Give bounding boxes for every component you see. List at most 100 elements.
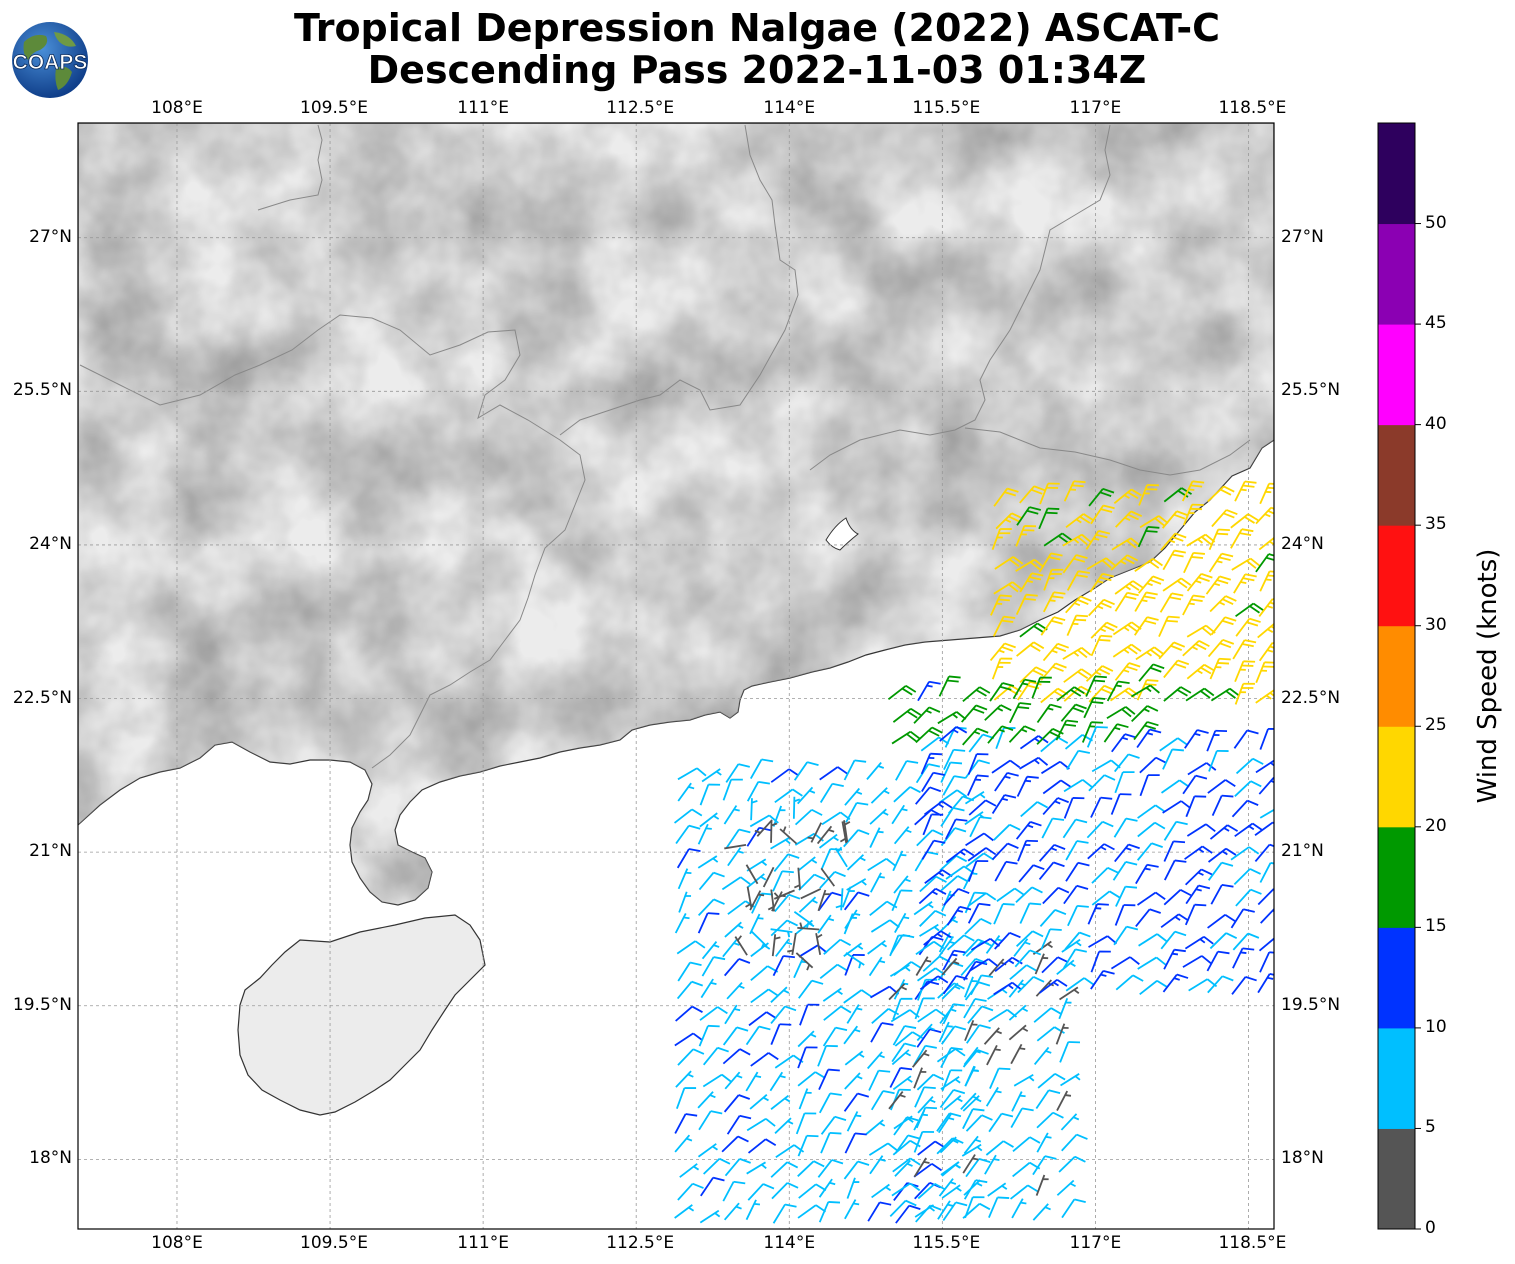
- wind-barb: [1183, 503, 1204, 526]
- wind-barb: [1016, 775, 1039, 797]
- wind-barb: [772, 955, 795, 977]
- wind-barb: [1162, 973, 1189, 993]
- lon-tick-label-bottom: 111°E: [457, 1233, 509, 1253]
- wind-barb: [943, 1094, 963, 1111]
- wind-barb: [919, 923, 940, 937]
- wind-barb: [913, 1067, 927, 1089]
- wind-barb: [1135, 646, 1165, 661]
- wind-barb: [846, 1111, 862, 1132]
- wind-barb: [699, 812, 720, 828]
- globe-icon: COAPS: [10, 20, 90, 100]
- wind-barb: [769, 1071, 786, 1092]
- wind-barb: [807, 822, 823, 843]
- wind-barb: [867, 857, 897, 872]
- wind-barb: [1139, 515, 1169, 529]
- wind-barb: [1135, 908, 1161, 928]
- wind-barb: [749, 1093, 769, 1110]
- wind-barb: [964, 918, 992, 935]
- wind-barb: [946, 934, 975, 951]
- wind-barb: [917, 1008, 946, 1023]
- wind-barb: [1136, 842, 1163, 861]
- wind-barb: [1138, 484, 1159, 506]
- wind-barb: [675, 1005, 703, 1022]
- wind-barb: [889, 1199, 917, 1218]
- wind-barb: [1183, 551, 1205, 574]
- wind-barb: [917, 1096, 936, 1114]
- wind-barb: [1110, 793, 1132, 815]
- wind-barb: [1038, 861, 1065, 881]
- wind-barb: [1230, 846, 1260, 861]
- wind-barb: [1090, 634, 1113, 657]
- wind-barb: [1066, 614, 1088, 636]
- wind-barb: [1036, 1111, 1064, 1129]
- wind-barb: [941, 1161, 961, 1177]
- wind-barb: [888, 1091, 906, 1110]
- wind-barb: [940, 761, 963, 783]
- wind-barb: [1015, 525, 1037, 547]
- wind-barb: [793, 867, 801, 890]
- colorbar-bin: [1378, 726, 1415, 828]
- wind-barb: [770, 1023, 792, 1045]
- wind-barb: [911, 1049, 930, 1068]
- wind-barb: [1062, 818, 1088, 839]
- wind-barb: [892, 1139, 921, 1156]
- wind-barb: [892, 850, 907, 872]
- wind-barb: [745, 864, 759, 885]
- wind-barb: [970, 974, 994, 996]
- wind-barb: [1207, 861, 1234, 881]
- wind-barb: [1162, 800, 1192, 814]
- lon-tick-label-bottom: 109.5°E: [300, 1233, 368, 1253]
- wind-barb: [964, 1196, 985, 1219]
- wind-barb: [702, 1073, 732, 1088]
- wind-barb: [843, 829, 870, 848]
- wind-barb: [1031, 676, 1052, 699]
- wind-barb: [1063, 797, 1085, 819]
- wind-barb: [992, 615, 1016, 637]
- wind-barb: [1106, 706, 1136, 720]
- plot-title-line2: Descending Pass 2022-11-03 01:34Z: [367, 48, 1147, 92]
- plot-title-line1: Tropical Depression Nalgae (2022) ASCAT-…: [293, 6, 1221, 50]
- wind-barb: [1059, 986, 1080, 1001]
- wind-barb: [703, 1157, 731, 1175]
- wind-barb: [1259, 808, 1274, 819]
- wind-barb: [1233, 729, 1259, 749]
- wind-barb: [745, 1071, 762, 1092]
- wind-barb: [1012, 678, 1037, 700]
- colorbar-bin: [1378, 424, 1415, 526]
- wind-barb: [677, 868, 692, 890]
- wind-barb: [1087, 843, 1115, 860]
- wind-barb: [1134, 557, 1163, 572]
- wind-barb: [1139, 979, 1168, 996]
- province-border: [257, 124, 1251, 476]
- wind-barb: [946, 905, 972, 926]
- wind-barb: [892, 707, 922, 723]
- wind-barb: [918, 887, 947, 905]
- wind-barb: [1039, 909, 1067, 927]
- wind-barb: [839, 821, 848, 844]
- wind-barb: [945, 848, 975, 864]
- wind-barb: [962, 938, 990, 957]
- wind-barb: [772, 870, 794, 892]
- wind-barb: [677, 961, 702, 982]
- wind-barb: [700, 978, 717, 999]
- wind-barb: [1008, 1004, 1029, 1021]
- wind-barb: [939, 1136, 959, 1154]
- wind-barb: [725, 828, 751, 849]
- wind-barb: [1008, 725, 1036, 743]
- wind-barb: [1234, 480, 1257, 502]
- wind-barb: [921, 771, 945, 792]
- wind-barb: [890, 1009, 920, 1023]
- wind-barb: [819, 1092, 842, 1114]
- wind-barb: [1113, 925, 1139, 946]
- wind-barb: [893, 875, 911, 894]
- wind-barb: [1137, 525, 1160, 548]
- wind-barb: [916, 1023, 935, 1042]
- wind-barb: [936, 1112, 962, 1132]
- wind-barb: [984, 704, 1012, 721]
- wind-barb: [1090, 504, 1115, 525]
- wind-barb: [948, 795, 975, 814]
- wind-barb: [964, 891, 986, 914]
- wind-barb: [1088, 487, 1115, 507]
- wind-barb: [1063, 779, 1093, 793]
- wind-barb: [1184, 903, 1207, 926]
